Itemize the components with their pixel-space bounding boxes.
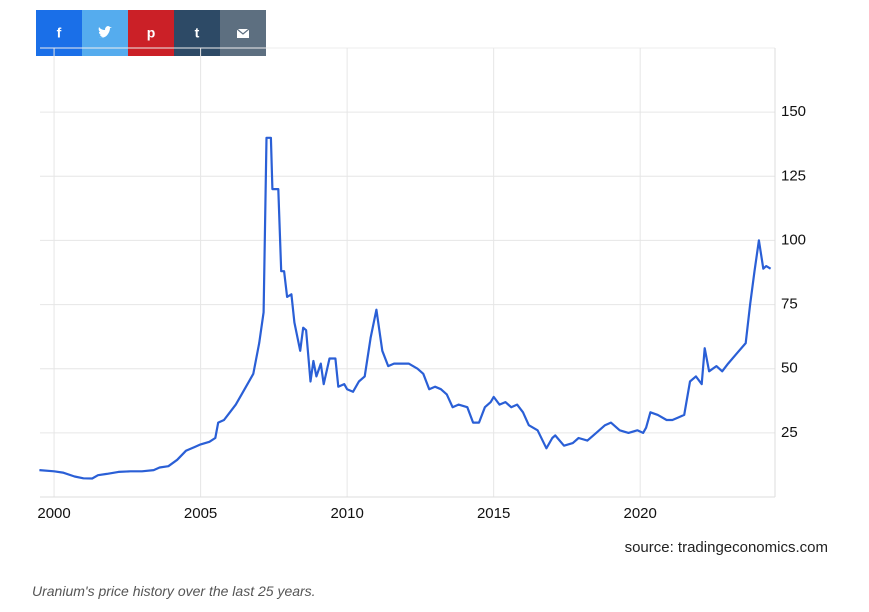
share-button[interactable] (220, 10, 266, 56)
y-tick-label: 125 (781, 167, 806, 184)
y-tick-label: 100 (781, 231, 806, 248)
x-tick-label: 2000 (37, 505, 70, 522)
source: source: tradingeconomics.com (625, 539, 828, 556)
y-tick-label: 150 (781, 103, 806, 120)
share-icon: p (147, 25, 156, 41)
twitter-icon (98, 26, 112, 38)
share-button[interactable]: t (174, 10, 220, 56)
x-tick-label: 2015 (477, 505, 510, 522)
share-button[interactable] (82, 10, 128, 56)
share-button[interactable]: f (36, 10, 82, 56)
caption: Uranium's price history over the last 25… (32, 583, 316, 599)
email-flap (236, 28, 250, 35)
y-tick-label: 50 (781, 360, 798, 377)
share-icon: f (57, 25, 62, 41)
y-tick-label: 25 (781, 424, 798, 441)
x-tick-label: 2020 (624, 505, 657, 522)
x-tick-label: 2010 (330, 505, 363, 522)
y-tick-label: 75 (781, 296, 798, 313)
x-tick-label: 2005 (184, 505, 217, 522)
price-line (39, 136, 772, 480)
share-button[interactable]: p (128, 10, 174, 56)
share-icon: t (195, 25, 200, 41)
